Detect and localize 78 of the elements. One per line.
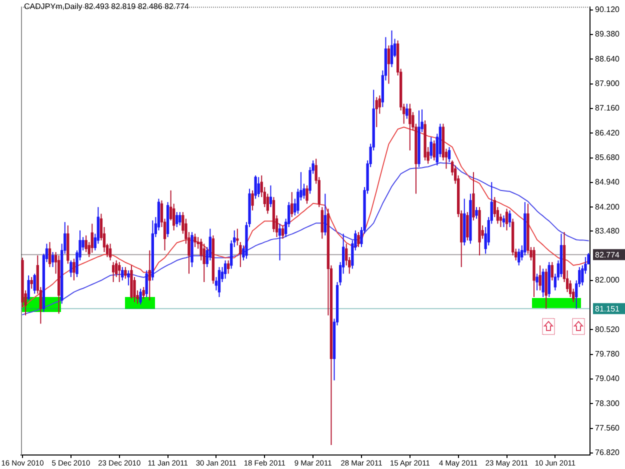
y-tick-label: 84.940 xyxy=(595,178,620,187)
candlestick xyxy=(320,206,324,240)
candlestick xyxy=(499,213,502,228)
candlestick xyxy=(430,136,432,160)
candlestick xyxy=(550,262,554,281)
candlestick xyxy=(281,224,284,240)
candlestick xyxy=(387,44,390,84)
candlestick xyxy=(108,243,112,261)
candlestick xyxy=(90,223,94,254)
candlestick xyxy=(408,103,412,151)
candlestick xyxy=(176,212,178,228)
candlestick xyxy=(226,260,230,274)
y-tick-label: 78.300 xyxy=(595,398,620,408)
candlestick xyxy=(148,250,151,301)
candlestick xyxy=(518,248,520,266)
y-tick-label: 90.120 xyxy=(595,5,620,14)
ref-line-label: 81.151 xyxy=(595,304,620,314)
candlestick xyxy=(257,176,260,198)
y-tick-label: 82.000 xyxy=(595,276,620,285)
candlestick xyxy=(472,172,475,221)
y-tick-label: 87.160 xyxy=(595,104,620,113)
candlestick xyxy=(118,262,121,283)
candlestick xyxy=(70,260,72,278)
candlestick xyxy=(542,268,544,298)
candlestick xyxy=(508,210,512,228)
candlestick xyxy=(72,258,76,281)
candlestick xyxy=(505,208,508,231)
candlestick xyxy=(269,184,272,208)
candlestick xyxy=(357,232,360,248)
candlestick xyxy=(224,260,227,280)
y-tick-label: 89.380 xyxy=(595,30,620,39)
candlestick xyxy=(142,286,145,300)
candlestick xyxy=(290,192,294,218)
candlestick xyxy=(84,234,88,253)
candlestick xyxy=(48,242,52,268)
candlestick xyxy=(538,264,542,291)
y-tick-label: 76.820 xyxy=(595,448,620,458)
y-tick-label: 87.900 xyxy=(595,78,620,88)
candlestick xyxy=(406,103,408,120)
candlestick xyxy=(115,260,118,278)
candlestick xyxy=(536,273,538,291)
y-tick-label: 83.480 xyxy=(595,226,620,236)
candlestick xyxy=(218,266,221,298)
y-tick-label: 84.200 xyxy=(595,202,620,212)
y-tick-label: 88.640 xyxy=(595,54,620,64)
candlestick xyxy=(390,30,394,68)
candlestick xyxy=(475,206,478,220)
y-tick-label: 85.680 xyxy=(595,152,620,162)
candlestick xyxy=(448,146,451,163)
candlestick xyxy=(139,288,142,305)
candlestick xyxy=(375,96,378,128)
ref-line-label: 82.774 xyxy=(595,250,620,260)
chart-title: CADJPYm,Daily 82.493 82.819 82.486 82.774 xyxy=(24,2,189,12)
candlestick xyxy=(278,223,282,261)
candlestick xyxy=(112,262,115,283)
candlestick xyxy=(544,268,548,310)
candlestick xyxy=(27,274,30,301)
candlestick xyxy=(194,233,196,248)
candlestick xyxy=(145,270,148,298)
candlestick xyxy=(254,174,257,200)
y-tick-label: 86.420 xyxy=(595,128,620,138)
candlestick xyxy=(432,140,436,161)
candlestick xyxy=(502,214,506,228)
candlestick xyxy=(121,266,124,281)
candlestick xyxy=(33,273,36,294)
y-tick-label: 80.520 xyxy=(595,324,620,334)
candlestick xyxy=(51,252,54,268)
candlestick xyxy=(178,212,182,226)
y-tick-label: 79.780 xyxy=(595,350,620,359)
candlestick xyxy=(30,276,33,290)
y-tick-label: 77.560 xyxy=(595,424,620,433)
candlestick xyxy=(324,193,327,236)
candlestick xyxy=(127,270,130,286)
candlestick xyxy=(124,266,127,280)
candlestick xyxy=(251,190,254,211)
candlestick xyxy=(306,184,308,204)
y-tick-label: 79.040 xyxy=(595,374,620,384)
candlestick xyxy=(466,212,469,241)
